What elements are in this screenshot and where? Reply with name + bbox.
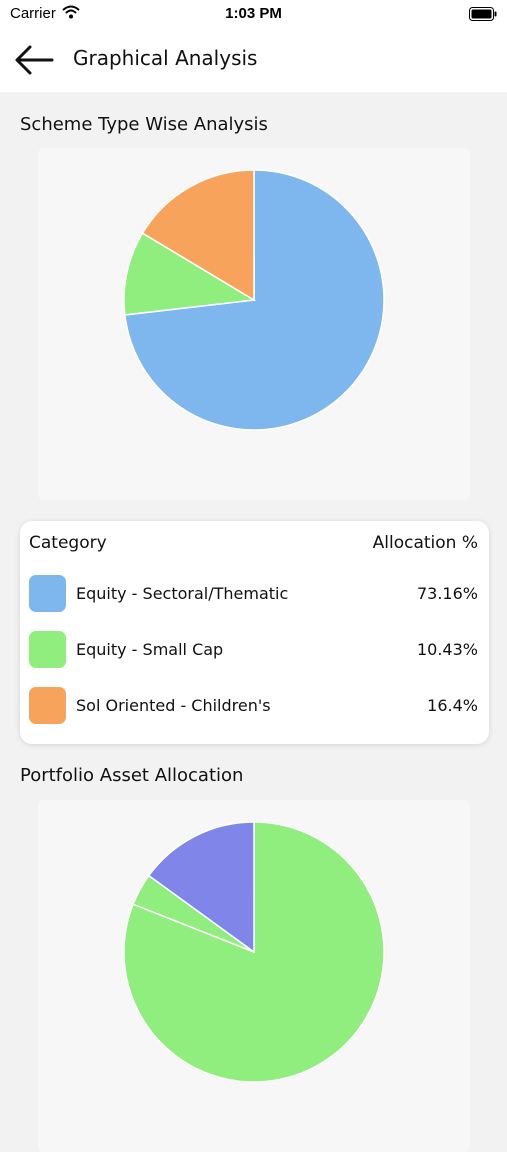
back-button[interactable] <box>12 42 56 78</box>
legend-row: Sol Oriented - Children's 16.4% <box>20 687 489 725</box>
legend-value: 10.43% <box>416 640 478 659</box>
portfolio-pie-chart <box>38 800 470 1152</box>
wifi-icon <box>62 5 80 23</box>
legend-row: Equity - Sectoral/Thematic 73.16% <box>20 575 489 613</box>
battery-icon <box>469 7 497 25</box>
arrow-left-icon <box>15 45 54 75</box>
pie-slice[interactable] <box>123 232 257 316</box>
scheme-pie-chart <box>38 148 470 500</box>
portfolio-pie-svg <box>123 821 385 1083</box>
legend-swatch <box>29 631 66 668</box>
legend-row: Equity - Small Cap 10.43% <box>20 631 489 669</box>
status-time: 1:03 PM <box>225 5 282 22</box>
legend-header-category: Category <box>29 533 107 553</box>
status-bar: Carrier 1:03 PM <box>0 0 507 30</box>
scheme-pie-svg <box>123 169 385 431</box>
carrier-label: Carrier <box>10 5 56 22</box>
legend-label: Equity - Sectoral/Thematic <box>76 584 289 603</box>
legend-swatch <box>29 687 66 724</box>
legend-value: 73.16% <box>416 584 478 603</box>
header: Graphical Analysis <box>0 30 507 92</box>
legend-label: Sol Oriented - Children's <box>76 696 271 715</box>
legend-header-allocation: Allocation % <box>372 533 478 553</box>
portfolio-section-title: Portfolio Asset Allocation <box>20 765 244 786</box>
page-title: Graphical Analysis <box>73 46 258 70</box>
pie-slice[interactable] <box>141 169 255 302</box>
legend-label: Equity - Small Cap <box>76 640 224 659</box>
allocation-legend-card: Category Allocation % Equity - Sectoral/… <box>20 521 489 744</box>
legend-swatch <box>29 575 66 612</box>
legend-value: 16.4% <box>427 696 478 715</box>
scheme-section-title: Scheme Type Wise Analysis <box>20 114 268 135</box>
